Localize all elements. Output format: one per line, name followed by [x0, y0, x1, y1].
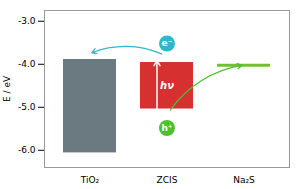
svg-text:E / eV: E / eV [2, 75, 12, 102]
svg-text:-3.0: -3.0 [18, 16, 36, 26]
svg-text:h⁺: h⁺ [161, 123, 172, 133]
svg-text:e⁻: e⁻ [162, 38, 173, 48]
svg-text:Na₂S: Na₂S [233, 175, 255, 185]
svg-text:-6.0: -6.0 [18, 145, 36, 155]
svg-text:-5.0: -5.0 [18, 102, 36, 112]
svg-text:TiO₂: TiO₂ [80, 175, 100, 185]
svg-text:hν: hν [160, 80, 174, 91]
svg-text:ZCIS: ZCIS [157, 175, 178, 185]
svg-text:-4.0: -4.0 [18, 59, 36, 69]
